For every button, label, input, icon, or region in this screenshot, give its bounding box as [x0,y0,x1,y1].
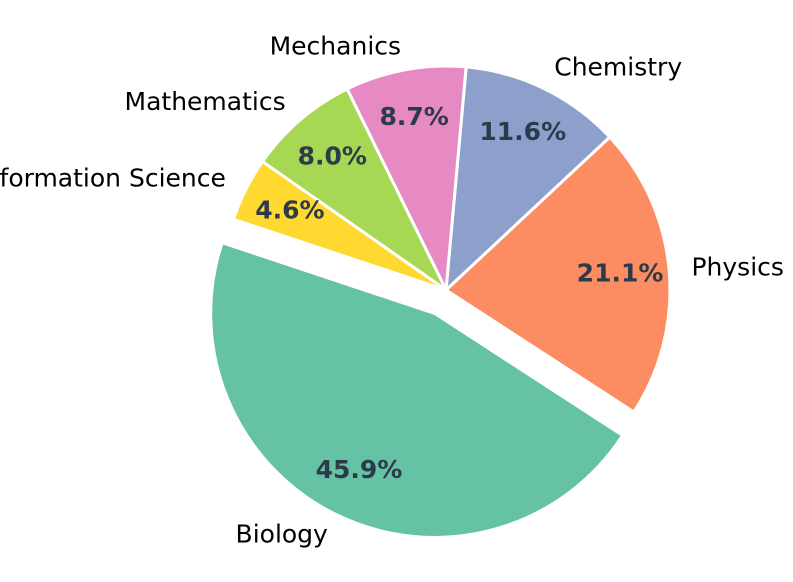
pie-slice-physics [444,135,672,414]
slice-percent-mechanics: 8.7% [379,102,448,131]
pie-slice-mathematics [260,87,448,292]
slice-percent-chemistry: 11.6% [479,117,566,146]
slice-percent-biology: 45.9% [316,455,403,484]
slice-label-mathematics: Mathematics [125,87,286,116]
slice-percent-information-science: 4.6% [255,196,324,225]
labels-layer: Physics 21.1% Chemistry 11.6% Mechanics 8.7% M… [0,32,784,549]
slice-label-chemistry: Chemistry [554,53,682,82]
slice-percent-mathematics: 8.0% [298,141,367,170]
slice-label-mechanics: Mechanics [270,32,401,61]
slice-percent-physics: 21.1% [577,259,664,288]
slices-layer [209,64,672,539]
pie-slice-information-science [231,160,448,292]
slice-label-physics: Physics [691,252,783,281]
pie-slice-biology [209,241,625,539]
pie-slice-mechanics [345,64,468,292]
pie-slice-chemistry [444,65,612,292]
slice-label-information-science: Information Science [0,163,226,192]
slice-label-biology: Biology [236,519,329,548]
